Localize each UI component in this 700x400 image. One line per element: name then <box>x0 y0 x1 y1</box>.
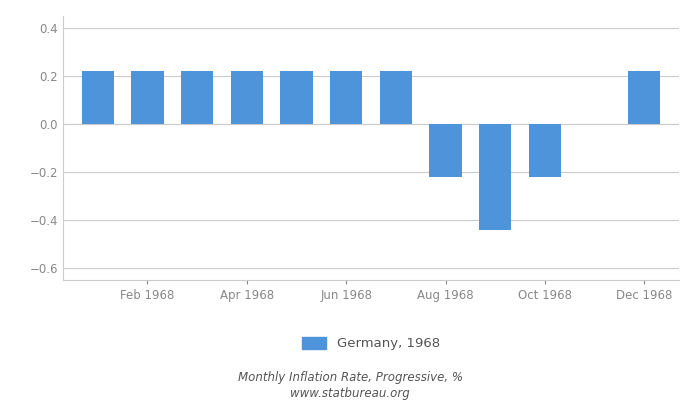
Bar <box>280 71 313 124</box>
Legend: Germany, 1968: Germany, 1968 <box>297 332 445 356</box>
Bar <box>379 71 412 124</box>
Bar <box>181 71 214 124</box>
Bar <box>132 71 164 124</box>
Text: Monthly Inflation Rate, Progressive, %: Monthly Inflation Rate, Progressive, % <box>237 372 463 384</box>
Text: www.statbureau.org: www.statbureau.org <box>290 388 410 400</box>
Bar <box>231 71 263 124</box>
Bar <box>429 124 462 177</box>
Bar <box>628 71 660 124</box>
Bar <box>528 124 561 177</box>
Bar <box>82 71 114 124</box>
Bar <box>330 71 363 124</box>
Bar <box>479 124 511 230</box>
